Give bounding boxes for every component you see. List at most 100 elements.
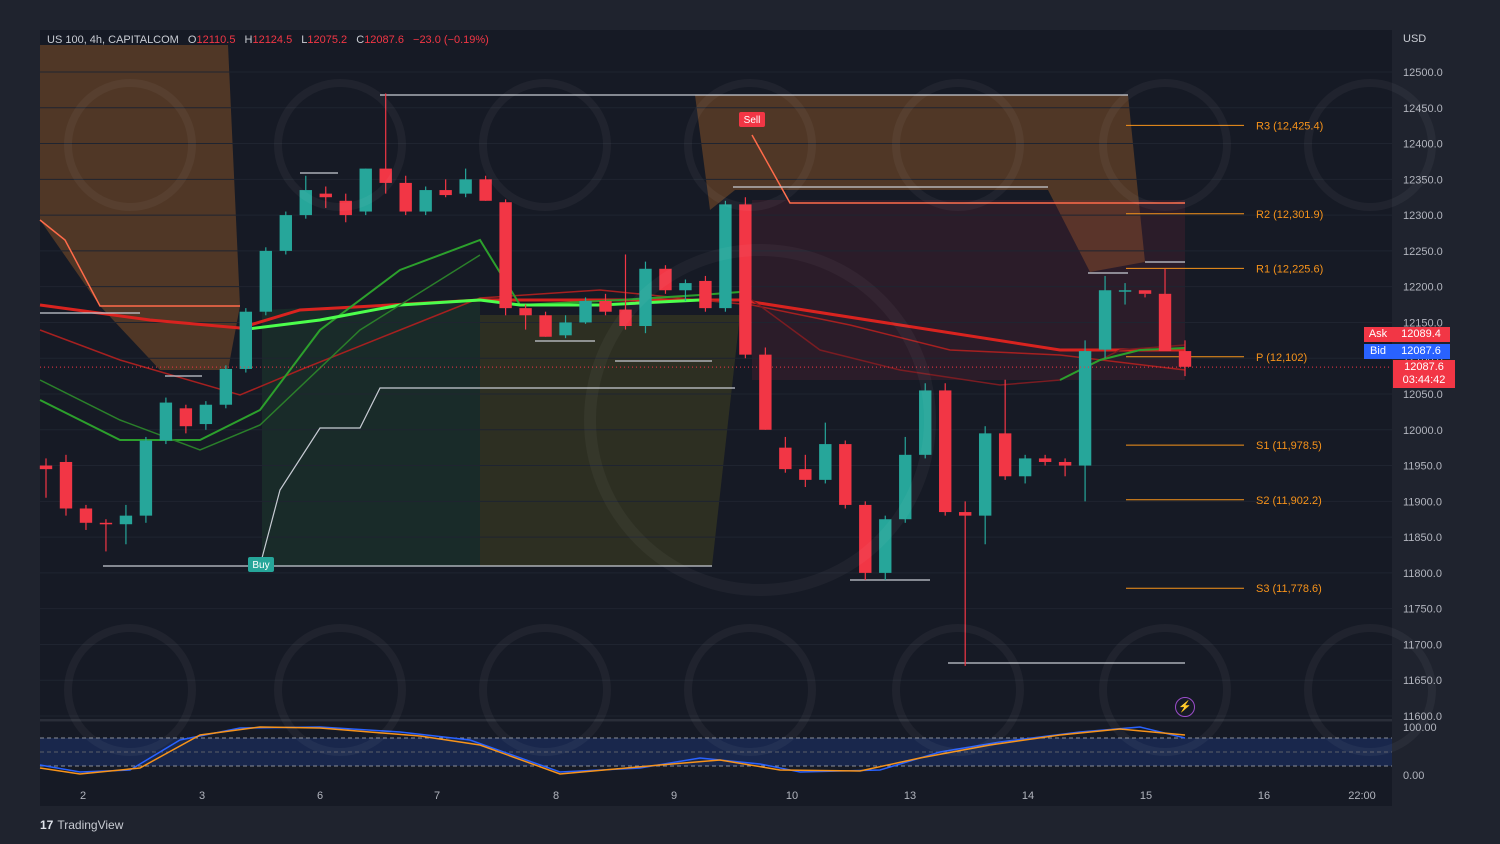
change-value: −23.0 (−0.19%) xyxy=(413,34,489,46)
candle-body xyxy=(279,215,292,251)
watermark-seal xyxy=(1099,79,1231,211)
candle-body xyxy=(799,469,812,480)
buy-signal-badge xyxy=(248,557,274,572)
candle-body xyxy=(1078,351,1092,466)
candle-body xyxy=(939,390,952,513)
candle-body xyxy=(1138,290,1152,294)
close-label: C xyxy=(356,34,365,46)
x-tick-label: 13 xyxy=(904,790,916,802)
candle-body xyxy=(998,433,1012,477)
open-value: 12110.5 xyxy=(196,34,236,46)
y-tick-label: 12400.0 xyxy=(1403,139,1443,151)
candle-body xyxy=(639,268,652,327)
watermark-seal xyxy=(892,624,1024,756)
symbol-header: US 100, 4h, CAPITALCOM O12110.5 H12124.5… xyxy=(47,34,495,46)
x-tick-label: 14 xyxy=(1022,790,1034,802)
lightning-icon[interactable]: ⚡ xyxy=(1175,697,1195,717)
moving-average-line xyxy=(39,289,1186,396)
moving-average-line xyxy=(751,134,1185,204)
x-tick-label: 16 xyxy=(1258,790,1270,802)
moving-average-line xyxy=(39,254,481,451)
candle-body xyxy=(99,522,113,525)
candle-body xyxy=(699,280,712,309)
y-tick-label: 11750.0 xyxy=(1403,604,1442,616)
y-tick-label: 11950.0 xyxy=(1403,461,1442,473)
watermark-seal xyxy=(684,79,816,211)
candle-body xyxy=(219,368,233,405)
candle-body xyxy=(559,322,572,336)
y-tick-label: 11800.0 xyxy=(1403,568,1442,580)
x-tick-label: 2 xyxy=(80,790,86,802)
y-tick-label: 12350.0 xyxy=(1403,174,1443,186)
bar-countdown: 03:44:42 xyxy=(1402,374,1446,386)
oscillator-pane xyxy=(40,722,1392,806)
candle-body xyxy=(1158,293,1172,352)
candle-body xyxy=(1098,290,1112,350)
candle-body xyxy=(779,447,792,470)
last-price-box: 12087.6 03:44:42 xyxy=(1393,360,1455,388)
moving-average-line xyxy=(39,298,1185,352)
candle-body xyxy=(399,182,412,212)
pivot-label: S3 (11,778.6) xyxy=(1256,583,1322,595)
x-tick-label: 22:00 xyxy=(1348,790,1376,802)
open-label: O xyxy=(187,34,197,46)
candle-body xyxy=(199,404,213,425)
pivot-label: P (12,102) xyxy=(1256,352,1307,364)
candle-body xyxy=(958,512,972,516)
candle-body xyxy=(439,190,452,196)
candle-body xyxy=(1038,458,1052,462)
watermark-seal xyxy=(892,79,1024,211)
x-tick-label: 6 xyxy=(317,790,323,802)
candle-body xyxy=(139,440,153,516)
candle-body xyxy=(839,444,852,505)
symbol-label[interactable]: US 100, 4h, CAPITALCOM xyxy=(47,34,179,46)
bear-zone xyxy=(752,200,1185,380)
candle-body xyxy=(1058,461,1072,466)
candle-body xyxy=(79,508,93,523)
candle-body xyxy=(339,200,352,216)
tradingview-logo[interactable]: 17 TradingView xyxy=(40,818,123,832)
candle-body xyxy=(519,308,532,316)
currency-label[interactable]: USD xyxy=(1403,33,1427,45)
watermark-seal xyxy=(1304,624,1436,756)
y-tick-label: 12050.0 xyxy=(1403,389,1443,401)
y-tick-label: 12000.0 xyxy=(1403,425,1443,437)
candle-body xyxy=(259,250,273,312)
y-tick-label: 11700.0 xyxy=(1403,639,1442,651)
close-value: 12087.6 xyxy=(364,34,404,46)
shaded-zone xyxy=(695,95,1145,272)
high-label: H xyxy=(244,34,253,46)
candle-body xyxy=(899,454,912,520)
plot-area xyxy=(40,30,1392,720)
shaded-zone xyxy=(40,45,240,370)
candle-body xyxy=(379,168,392,183)
candle-body xyxy=(819,444,832,480)
y-tick-label: 12500.0 xyxy=(1403,67,1443,79)
moving-average-line xyxy=(751,299,1186,386)
candle-body xyxy=(359,168,372,212)
candle-body xyxy=(299,190,312,216)
buy-signal-label: Buy xyxy=(252,560,269,571)
watermark-seal xyxy=(64,79,196,211)
x-tick-label: 9 xyxy=(671,790,677,802)
bid-value: 12087.6 xyxy=(1392,344,1450,359)
candle-body xyxy=(539,315,552,337)
candle-body xyxy=(859,504,872,573)
candle-body xyxy=(579,300,592,323)
bid-label: Bid xyxy=(1364,344,1392,359)
sell-signal-label: Sell xyxy=(744,115,761,126)
low-label: L xyxy=(301,34,308,46)
watermark-seal xyxy=(1304,79,1436,211)
pivot-label: R2 (12,301.9) xyxy=(1256,209,1323,221)
pivot-label: R3 (12,425.4) xyxy=(1256,120,1323,132)
bid-price-box: Bid 12087.6 xyxy=(1364,344,1452,359)
high-value: 12124.5 xyxy=(252,34,293,46)
candle-body xyxy=(879,519,892,573)
candle-body xyxy=(179,408,193,427)
y-tick-label: 12450.0 xyxy=(1403,103,1443,115)
candle-body xyxy=(759,354,772,430)
y-tick-label: 12150.0 xyxy=(1403,317,1443,329)
watermark-seal xyxy=(1099,624,1231,756)
